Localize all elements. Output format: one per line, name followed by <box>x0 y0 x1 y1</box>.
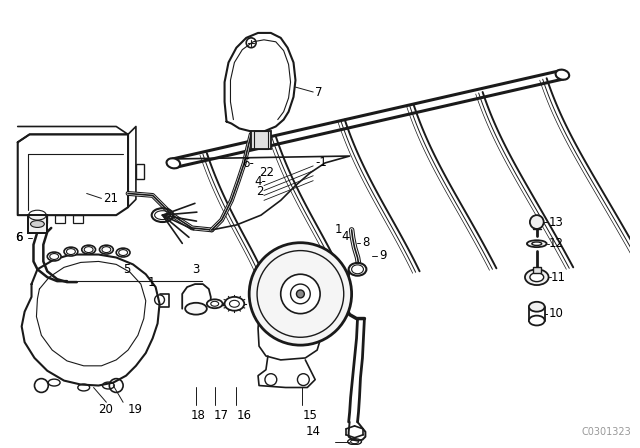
Ellipse shape <box>116 248 130 257</box>
Text: 15: 15 <box>302 409 317 422</box>
Text: 8: 8 <box>362 236 370 249</box>
Ellipse shape <box>349 263 366 276</box>
Ellipse shape <box>64 247 78 256</box>
Text: 18: 18 <box>191 409 206 422</box>
Ellipse shape <box>47 252 61 261</box>
Text: 14: 14 <box>305 425 321 438</box>
Ellipse shape <box>185 303 207 314</box>
Text: 12: 12 <box>548 237 564 250</box>
Bar <box>55 215 65 223</box>
Bar <box>251 131 271 149</box>
Text: 4: 4 <box>342 230 349 243</box>
Text: 5: 5 <box>123 263 131 276</box>
Bar <box>73 215 83 223</box>
Text: 3: 3 <box>192 263 200 276</box>
Ellipse shape <box>166 158 180 168</box>
Ellipse shape <box>31 220 44 228</box>
Text: 2: 2 <box>256 185 264 198</box>
Text: 19: 19 <box>128 403 143 416</box>
Text: 4-: 4- <box>254 175 266 188</box>
Text: 11: 11 <box>550 271 566 284</box>
Text: 20: 20 <box>99 403 113 416</box>
Ellipse shape <box>82 245 95 254</box>
Circle shape <box>530 215 543 229</box>
Ellipse shape <box>99 245 113 254</box>
Text: -1: -1 <box>315 156 327 169</box>
Ellipse shape <box>207 299 223 308</box>
Text: 17: 17 <box>214 409 228 422</box>
Text: C0301323: C0301323 <box>581 427 631 437</box>
Bar <box>254 131 268 149</box>
Text: 1: 1 <box>148 276 156 289</box>
Text: 1: 1 <box>335 224 342 237</box>
Ellipse shape <box>527 240 547 247</box>
Bar <box>533 267 541 273</box>
Ellipse shape <box>532 242 541 246</box>
Text: 6: 6 <box>15 231 22 244</box>
Ellipse shape <box>556 69 569 80</box>
Text: 6-: 6- <box>242 157 254 170</box>
Circle shape <box>281 274 320 314</box>
Bar <box>37 215 47 223</box>
Text: 9: 9 <box>379 249 387 262</box>
Bar <box>28 215 47 233</box>
Text: 22: 22 <box>259 166 274 179</box>
Circle shape <box>249 243 351 345</box>
Ellipse shape <box>530 273 543 282</box>
Text: 21: 21 <box>104 192 118 205</box>
Ellipse shape <box>529 315 545 325</box>
Text: 6: 6 <box>15 231 22 244</box>
Text: 10: 10 <box>548 307 563 320</box>
Ellipse shape <box>529 302 545 312</box>
Text: 7: 7 <box>315 86 323 99</box>
Ellipse shape <box>225 297 244 310</box>
Circle shape <box>296 290 305 298</box>
Text: 16: 16 <box>236 409 252 422</box>
Text: 13: 13 <box>548 215 563 228</box>
Bar <box>136 164 144 179</box>
Bar <box>28 215 47 233</box>
Ellipse shape <box>525 269 548 285</box>
